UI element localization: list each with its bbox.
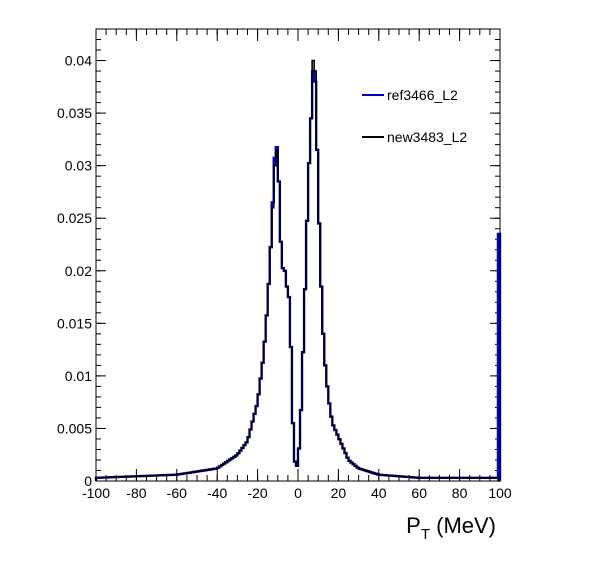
x-tick-label: 80 (452, 485, 468, 501)
x-tick-label: -100 (82, 485, 110, 501)
y-tick-label: 0.035 (57, 105, 92, 121)
x-tick-label: 100 (488, 485, 512, 501)
x-axis-title-subscript: T (421, 526, 430, 543)
legend-label: new3483_L2 (387, 129, 467, 145)
y-tick-label: 0.03 (65, 158, 92, 174)
legend: ref3466_L2 new3483_L2 (362, 87, 467, 145)
y-tick-label: 0.015 (57, 315, 92, 331)
x-tick-label: 20 (331, 485, 347, 501)
legend-label: ref3466_L2 (387, 87, 458, 103)
y-tick-label: 0.025 (57, 210, 92, 226)
x-axis-title-unit: (MeV) (430, 513, 496, 538)
series-layer (94, 59, 502, 482)
x-tick-label: 0 (294, 485, 302, 501)
x-tick-label: 60 (411, 485, 427, 501)
x-tick-label: -20 (247, 485, 267, 501)
x-tick-label: -80 (126, 485, 146, 501)
y-tick-label: 0.005 (57, 420, 92, 436)
series-new3483_L2-histogram (95, 59, 500, 482)
x-tick-label: -40 (207, 485, 227, 501)
y-tick-label: 0.01 (65, 368, 92, 384)
plot-frame (95, 28, 501, 482)
y-tick-label: 0.02 (65, 263, 92, 279)
y-tick-label: 0 (84, 473, 92, 489)
x-tick-label: -60 (167, 485, 187, 501)
y-axis-ticks: 0 0.005 0.01 0.015 0.02 0.025 0.03 0.035 0.04 (57, 28, 500, 489)
x-tick-label: 40 (371, 485, 387, 501)
y-tick-label: 0.04 (65, 53, 92, 69)
x-axis-title: PT (MeV) (406, 513, 496, 543)
